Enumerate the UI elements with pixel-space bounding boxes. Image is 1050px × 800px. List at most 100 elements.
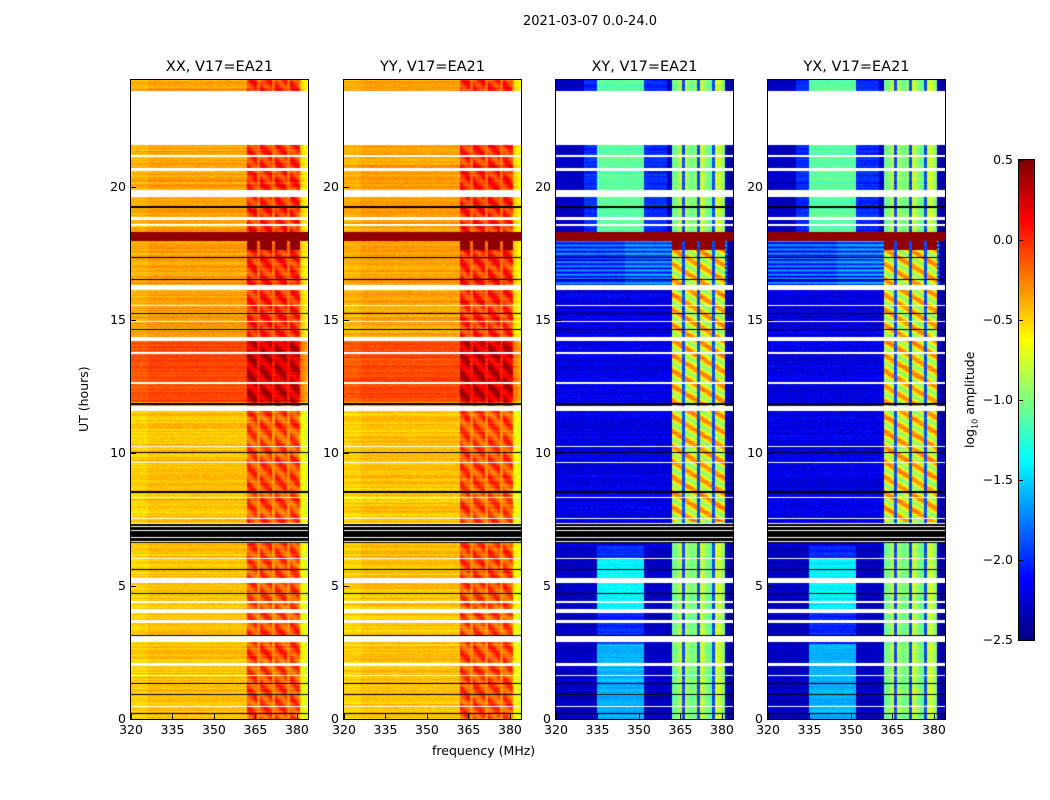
x-tick-mark: [850, 714, 852, 719]
heatmap-image: [131, 80, 308, 719]
colorbar-tick-label: −1.0: [982, 392, 1013, 407]
y-tick-label: 0: [543, 711, 551, 726]
y-tick-label: 5: [331, 577, 339, 593]
heatmap-panel-yy: [343, 79, 522, 720]
y-tick-label: 20: [747, 178, 763, 194]
x-tick-label: 320: [756, 722, 780, 737]
x-tick-mark: [385, 714, 387, 719]
heatmap-image: [344, 80, 521, 719]
y-tick-label: 10: [747, 444, 763, 460]
y-tick-mark: [768, 452, 773, 454]
heatmap-image: [556, 80, 733, 719]
panel-title: XY, V17=EA21: [591, 59, 698, 75]
y-tick-label: 0: [331, 711, 339, 726]
heatmap-panel-xx: [130, 79, 309, 720]
y-tick-label: 15: [110, 311, 126, 327]
x-tick-label: 365: [456, 722, 481, 737]
x-tick-label: 320: [544, 722, 568, 737]
x-tick-mark: [468, 714, 470, 719]
y-axis-label: UT (hours): [76, 366, 91, 432]
x-tick-mark: [933, 714, 935, 719]
heatmap-image: [768, 80, 945, 719]
x-tick-label: 320: [332, 722, 356, 737]
y-tick-mark: [768, 719, 773, 720]
y-tick-mark: [344, 319, 349, 321]
heatmap-panel-yx: [767, 79, 946, 720]
colorbar-tick-label: −2.5: [982, 632, 1013, 647]
colorbar-tick-label: 0.0: [993, 232, 1013, 247]
x-tick-label: 320: [119, 722, 143, 737]
y-tick-mark: [131, 452, 136, 454]
y-tick-label: 20: [110, 178, 126, 194]
colorbar-tick-mark: [1019, 320, 1023, 321]
x-tick-label: 380: [922, 722, 946, 737]
x-tick-mark: [172, 714, 174, 719]
y-tick-label: 15: [535, 311, 551, 327]
y-tick-mark: [556, 186, 561, 188]
y-tick-label: 10: [110, 444, 126, 460]
y-tick-mark: [344, 585, 349, 587]
y-tick-mark: [556, 585, 561, 587]
x-tick-mark: [680, 714, 682, 719]
x-tick-mark: [721, 714, 723, 719]
x-tick-label: 365: [880, 722, 905, 737]
panel-title: XX, V17=EA21: [165, 59, 274, 75]
x-tick-label: 380: [498, 722, 522, 737]
x-tick-mark: [213, 714, 215, 719]
y-tick-label: 10: [535, 444, 551, 460]
x-axis-label: frequency (MHz): [432, 743, 536, 758]
colorbar-tick-mark: [1019, 240, 1023, 241]
y-tick-mark: [344, 452, 349, 454]
x-tick-mark: [768, 714, 769, 719]
colorbar-tick-mark: [1019, 560, 1023, 561]
x-tick-label: 335: [160, 722, 185, 737]
y-tick-mark: [131, 186, 136, 188]
x-tick-label: 350: [415, 722, 439, 737]
y-tick-mark: [344, 186, 349, 188]
y-tick-mark: [131, 319, 136, 321]
x-tick-label: 365: [243, 722, 268, 737]
x-tick-mark: [255, 714, 257, 719]
colorbar-gradient: [1019, 160, 1034, 640]
x-tick-mark: [509, 714, 511, 719]
x-tick-label: 350: [202, 722, 226, 737]
x-tick-mark: [809, 714, 811, 719]
colorbar-label: log10 amplitude: [962, 351, 980, 448]
x-tick-mark: [344, 714, 345, 719]
x-tick-mark: [556, 714, 557, 719]
colorbar-tick-label: −0.5: [982, 312, 1013, 327]
y-tick-mark: [344, 719, 349, 720]
colorbar-tick-mark: [1019, 640, 1023, 641]
y-tick-label: 5: [118, 577, 126, 593]
x-tick-label: 365: [668, 722, 693, 737]
colorbar-tick-mark: [1019, 160, 1023, 161]
y-tick-mark: [768, 585, 773, 587]
x-tick-label: 335: [373, 722, 398, 737]
heatmap-panel-xy: [555, 79, 734, 720]
x-tick-label: 380: [285, 722, 309, 737]
y-tick-label: 0: [118, 711, 126, 726]
y-tick-label: 5: [755, 577, 763, 593]
x-tick-mark: [638, 714, 640, 719]
colorbar-tick-mark: [1019, 400, 1023, 401]
y-tick-mark: [131, 585, 136, 587]
colorbar: [1018, 159, 1035, 641]
y-tick-label: 20: [323, 178, 339, 194]
x-tick-mark: [296, 714, 298, 719]
figure-title: 2021-03-07 0.0-24.0: [523, 14, 657, 29]
y-tick-mark: [768, 186, 773, 188]
x-tick-label: 335: [585, 722, 610, 737]
y-tick-mark: [768, 319, 773, 321]
x-tick-mark: [892, 714, 894, 719]
y-tick-mark: [556, 319, 561, 321]
colorbar-tick-label: −1.5: [982, 472, 1013, 487]
y-tick-label: 15: [323, 311, 339, 327]
x-tick-mark: [597, 714, 599, 719]
colorbar-tick-label: 0.5: [993, 152, 1013, 167]
y-tick-label: 15: [747, 311, 763, 327]
y-tick-label: 20: [535, 178, 551, 194]
x-tick-mark: [131, 714, 132, 719]
y-tick-label: 0: [755, 711, 763, 726]
x-tick-label: 335: [797, 722, 822, 737]
y-tick-mark: [131, 719, 136, 720]
